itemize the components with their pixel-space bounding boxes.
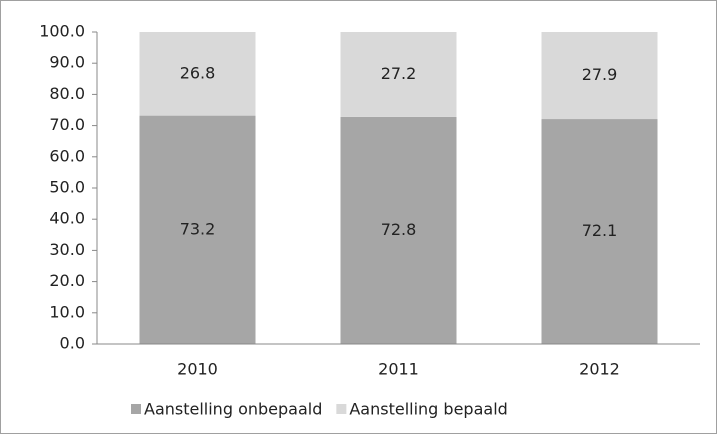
bar-segment bbox=[541, 32, 658, 120]
legend-swatch bbox=[336, 404, 347, 414]
data-label: 26.8 bbox=[180, 63, 216, 82]
bar-segment bbox=[340, 116, 457, 344]
x-tick-label: 2011 bbox=[378, 360, 419, 379]
y-tick-label: 80.0 bbox=[49, 84, 85, 103]
legend-label: Aanstelling onbepaald bbox=[144, 400, 322, 419]
y-tick-label: 100.0 bbox=[39, 22, 85, 41]
bar-segment bbox=[340, 32, 457, 117]
y-tick-label: 20.0 bbox=[49, 271, 85, 290]
y-tick-label: 50.0 bbox=[49, 178, 85, 197]
data-label: 72.8 bbox=[381, 220, 417, 239]
data-label: 73.2 bbox=[180, 219, 216, 238]
bar-segment bbox=[139, 32, 256, 116]
x-tick-label: 2010 bbox=[177, 360, 218, 379]
y-tick-label: 0.0 bbox=[60, 334, 85, 353]
legend-swatch bbox=[131, 404, 141, 414]
y-tick-label: 10.0 bbox=[49, 302, 85, 321]
legend-label: Aanstelling bepaald bbox=[349, 400, 507, 419]
y-tick-label: 40.0 bbox=[49, 209, 85, 228]
data-label: 27.9 bbox=[582, 65, 618, 84]
x-tick-label: 2012 bbox=[579, 360, 620, 379]
y-tick-label: 60.0 bbox=[49, 146, 85, 165]
bar-segment bbox=[541, 119, 658, 344]
data-label: 27.2 bbox=[381, 64, 417, 83]
y-tick-label: 90.0 bbox=[49, 53, 85, 72]
data-label: 72.1 bbox=[582, 221, 618, 240]
y-tick-label: 30.0 bbox=[49, 240, 85, 259]
y-tick-label: 70.0 bbox=[49, 115, 85, 134]
bar-segment bbox=[139, 115, 256, 344]
